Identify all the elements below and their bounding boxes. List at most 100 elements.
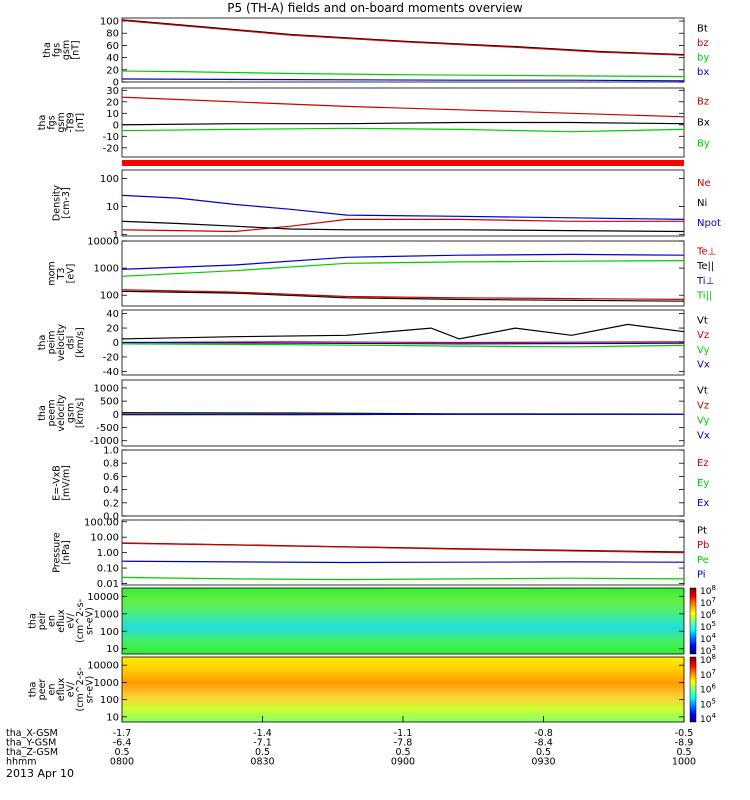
time-axis-value: -8.4	[534, 738, 553, 749]
y-tick-label: 30	[106, 86, 119, 97]
panel-frame	[121, 169, 685, 237]
time-axis-value: 0.5	[676, 747, 691, 758]
series-line-Vx	[121, 341, 685, 345]
y-axis-label: tha	[37, 405, 48, 421]
y-axis-label: tha	[28, 613, 39, 629]
y-tick-label: 0.4	[103, 485, 119, 496]
colorbar-peir-eflux	[689, 587, 697, 655]
panel-frame	[121, 519, 685, 586]
legend-label: By	[697, 139, 710, 150]
panel-pressure: 0.01 0.10 1.00 10.00 100.00 Pressure[nPa] Pt Pb…	[51, 517, 709, 590]
y-tick-label: 0.10	[97, 564, 119, 575]
time-axis-value: 0900	[391, 757, 415, 768]
legend-label: bz	[697, 38, 709, 49]
y-tick-label: 0.6	[103, 472, 119, 483]
series-line-Pb	[121, 542, 685, 554]
legend-label: Bx	[697, 118, 710, 129]
time-axis-value: 0.5	[255, 747, 270, 758]
panel-peem-velocity: -1000 -500 0 500 1000 thapeemvelocitygsm[km/s…	[37, 379, 710, 447]
date-label: 2013 Apr 10	[6, 767, 75, 780]
y-axis-label: en	[47, 684, 58, 696]
series-line-Te||	[121, 290, 685, 302]
legend-label: Vt	[697, 315, 708, 326]
series-line-Vt	[121, 323, 685, 340]
time-axis-value: 1000	[672, 757, 696, 768]
time-axis-row-label: tha_X-GSM	[6, 728, 58, 739]
y-axis-label: en	[47, 615, 58, 627]
y-tick-label: -1000	[90, 436, 119, 447]
y-axis-label: mom	[47, 261, 58, 285]
y-tick-label: 0	[113, 120, 119, 131]
y-tick-label: 60	[106, 41, 119, 52]
colorbar-peer-eflux	[689, 656, 697, 723]
series-line-Bz	[121, 96, 685, 118]
y-axis-label: [eV]	[66, 264, 77, 284]
time-axis-value: -0.8	[534, 728, 553, 739]
y-tick-label: 1000	[94, 678, 119, 689]
panel-frame	[121, 587, 685, 655]
y-tick-label: 500	[100, 397, 119, 408]
y-axis-label: -T89	[66, 112, 77, 132]
time-axis-value: -1.4	[253, 728, 272, 739]
y-tick-label: 40	[106, 53, 119, 64]
y-tick-label: -40	[103, 367, 119, 378]
panel-frame	[121, 87, 685, 158]
legend-label: Pi	[697, 570, 706, 581]
y-tick-label: 0	[113, 78, 119, 89]
legend-label: by	[697, 52, 709, 63]
y-tick-label: -20	[103, 352, 119, 363]
y-axis-label: tha	[37, 335, 48, 351]
legend-label: Vx	[697, 360, 710, 371]
series-line-bz	[121, 19, 685, 56]
legend-label: Ne	[697, 178, 711, 189]
y-tick-label: 100	[100, 174, 119, 185]
y-tick-label: 100.00	[84, 517, 119, 528]
y-tick-label: 100	[100, 17, 119, 28]
legend-label: Pt	[697, 525, 707, 536]
series-line-Npot	[121, 194, 685, 220]
series-line-Te⊥	[121, 289, 685, 300]
plot-title: P5 (TH-A) fields and on-board moments ov…	[227, 1, 523, 15]
series-line-Pe	[121, 576, 685, 581]
y-tick-label: 10000	[87, 237, 119, 248]
series-line-Ni	[121, 220, 685, 233]
y-axis-label: fgs	[51, 43, 62, 57]
series-line-By	[121, 127, 685, 133]
y-axis-label: Density	[51, 185, 62, 221]
y-axis-label: gsm	[61, 40, 72, 60]
y-tick-label: 0.8	[103, 459, 119, 470]
legend-label: Te||	[696, 261, 714, 272]
series-line-Ti⊥	[121, 253, 685, 270]
legend-label: bx	[697, 67, 709, 78]
y-tick-label: 100	[100, 291, 119, 302]
y-axis-label: peem	[47, 400, 58, 427]
y-tick-label: 1000	[94, 264, 119, 275]
legend-label: Te⊥	[696, 246, 716, 257]
legend-label: Vz	[697, 330, 709, 341]
panel-frame	[121, 17, 685, 83]
y-axis-label: (cm^2-s-	[75, 668, 86, 712]
y-axis-label: tha	[42, 42, 53, 58]
series-line-Pi	[121, 560, 685, 564]
legend-label: Ti||	[696, 291, 712, 302]
legend-label: Ni	[697, 198, 707, 209]
time-axis-value: -7.1	[253, 738, 272, 749]
series-line-Ne	[121, 218, 684, 233]
time-axis-value: -8.9	[675, 738, 694, 749]
colorbar-label: 106	[700, 683, 716, 696]
legend-label: Vx	[697, 431, 710, 442]
panel-frame	[121, 449, 685, 517]
y-axis-label: velocity	[56, 324, 67, 362]
legend-label: Bt	[697, 23, 708, 34]
y-tick-label: 20	[106, 65, 119, 76]
time-axis-value: -6.4	[113, 738, 132, 749]
y-tick-label: 10.00	[90, 533, 119, 544]
heatmap-peer-eflux	[122, 657, 684, 722]
series-line-Ti||	[121, 260, 685, 277]
y-axis-label: T3	[56, 268, 67, 281]
y-axis-label: tha	[37, 115, 48, 131]
